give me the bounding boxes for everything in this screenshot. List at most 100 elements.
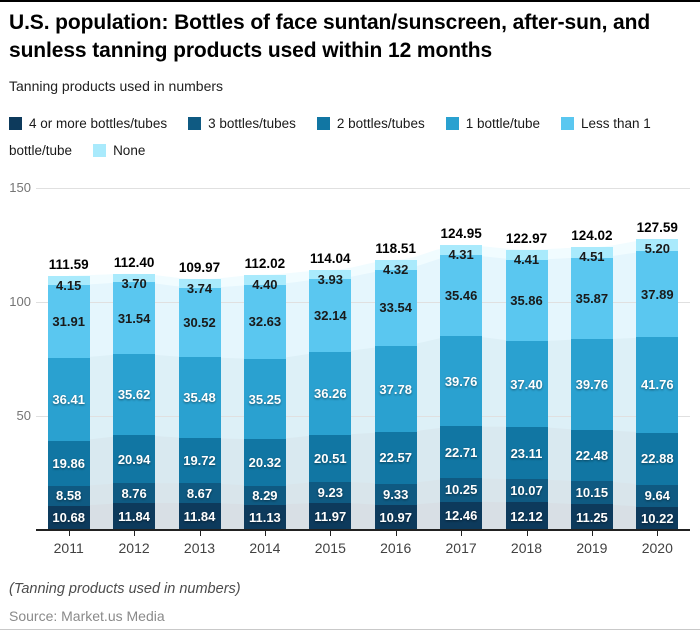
bar-segment[interactable] (374, 259, 417, 270)
legend-item-2[interactable]: 3 bottles/tubes (188, 116, 296, 131)
bar-segment[interactable] (636, 239, 679, 251)
x-axis-label-2018: 2018 (510, 540, 543, 556)
bar-segment[interactable] (440, 426, 483, 479)
legend-item-6[interactable]: None (93, 143, 145, 158)
bar-segment[interactable] (505, 426, 548, 480)
bar-segment[interactable] (113, 435, 156, 484)
bar-segment[interactable] (505, 502, 548, 530)
bar-segment[interactable] (440, 254, 483, 336)
bar-segment[interactable] (178, 483, 221, 503)
segment-value-label: 37.89 (641, 286, 674, 302)
segment-value-label: 10.22 (641, 510, 674, 526)
segment-value-label: 35.86 (510, 293, 543, 309)
top-border (0, 0, 700, 2)
segment-value-label: 10.97 (379, 509, 412, 525)
bar-segment[interactable] (570, 339, 613, 430)
bar-segment[interactable] (374, 504, 417, 530)
bar-segment[interactable] (113, 503, 156, 530)
total-value-label: 109.97 (178, 260, 221, 276)
segment-value-label: 11.25 (575, 509, 608, 525)
bar-segment[interactable] (178, 438, 221, 484)
segment-value-label: 22.57 (379, 450, 412, 466)
bar-segment[interactable] (505, 249, 548, 260)
bar-segment[interactable] (243, 359, 286, 440)
segment-value-label: 32.63 (248, 314, 282, 330)
bar-segment[interactable] (570, 429, 613, 482)
bar-segment[interactable] (570, 481, 613, 505)
bar-segment[interactable] (374, 483, 417, 505)
bar-segment[interactable] (440, 478, 483, 502)
segment-value-label: 11.97 (314, 508, 347, 524)
bar-segment[interactable] (47, 357, 90, 441)
bar-segment[interactable] (374, 346, 417, 433)
x-axis-label-2013: 2013 (183, 540, 216, 556)
bar-segment[interactable] (47, 275, 90, 286)
bar-segment[interactable] (570, 257, 613, 340)
x-axis-tick (68, 531, 70, 536)
bar-segment[interactable] (243, 284, 286, 360)
bar-segment[interactable] (440, 245, 483, 255)
bar-segment[interactable] (309, 278, 352, 353)
bar-segment[interactable] (47, 505, 90, 530)
legend-item-4[interactable]: 1 bottle/tube (445, 116, 540, 131)
bar-segment[interactable] (636, 337, 679, 433)
total-value-label: 124.02 (571, 228, 613, 244)
bar-segment[interactable] (47, 486, 90, 506)
segment-value-label: 19.86 (52, 455, 85, 471)
legend-item-5[interactable]: Less than 1 bottle/tube (9, 116, 651, 158)
bar-segment[interactable] (178, 357, 221, 439)
segment-value-label: 31.91 (52, 313, 85, 329)
bar-segment[interactable] (505, 479, 548, 503)
bar-segment[interactable] (47, 285, 90, 358)
bar-segment[interactable] (374, 269, 417, 347)
bar-segment[interactable] (178, 279, 221, 288)
bar-segment[interactable] (505, 341, 548, 427)
segment-value-label: 11.84 (183, 509, 216, 524)
legend-label: 3 bottles/tubes (208, 116, 296, 131)
segment-value-label: 35.62 (117, 387, 151, 403)
bar-segment[interactable] (636, 484, 679, 507)
legend-item-1[interactable]: 4 or more bottles/tubes (9, 116, 167, 131)
bottom-border (0, 629, 700, 630)
bar-segment[interactable] (47, 440, 90, 487)
bar-segment[interactable] (440, 501, 483, 530)
bar-segment[interactable] (636, 432, 679, 485)
bar-segment[interactable] (636, 506, 679, 530)
bar-segment[interactable] (113, 354, 156, 436)
bar-segment[interactable] (570, 247, 613, 258)
total-value-label: 114.04 (310, 250, 351, 266)
total-value-label: 124.95 (440, 226, 482, 242)
legend-swatch-icon (93, 144, 107, 157)
segment-value-label: 22.88 (641, 451, 674, 467)
bar-segment[interactable] (243, 485, 286, 505)
x-axis-label-2016: 2016 (380, 540, 412, 556)
bar-segment[interactable] (570, 504, 613, 530)
segment-value-label: 37.78 (379, 381, 412, 397)
bar-segment[interactable] (113, 483, 156, 503)
bar-segment[interactable] (113, 273, 156, 283)
legend-item-3[interactable]: 2 bottles/tubes (316, 116, 425, 131)
segment-value-label: 8.29 (252, 487, 278, 503)
legend-label: Less than 1 bottle/tube (9, 116, 651, 158)
bar-segment[interactable] (309, 434, 352, 482)
bar-segment[interactable] (309, 352, 352, 435)
bar-segment[interactable] (309, 502, 352, 530)
bar-segment[interactable] (505, 259, 548, 342)
bar-segment[interactable] (178, 287, 221, 358)
segment-value-label: 9.23 (317, 484, 343, 500)
bar-segment[interactable] (636, 250, 679, 338)
segment-value-label: 4.31 (448, 247, 474, 263)
x-axis-tick (395, 531, 397, 536)
bar-segment[interactable] (309, 481, 352, 503)
bar-segment[interactable] (374, 432, 417, 484)
x-axis-tick (199, 531, 201, 536)
segment-value-label: 22.71 (444, 444, 478, 460)
bar-segment[interactable] (243, 274, 286, 285)
bar-segment[interactable] (243, 439, 286, 486)
bar-segment[interactable] (309, 269, 352, 279)
x-axis-label-2012: 2012 (118, 540, 150, 556)
bar-segment[interactable] (243, 504, 286, 530)
bar-segment[interactable] (113, 282, 156, 355)
bar-segment[interactable] (440, 335, 483, 427)
bar-segment[interactable] (178, 503, 221, 530)
